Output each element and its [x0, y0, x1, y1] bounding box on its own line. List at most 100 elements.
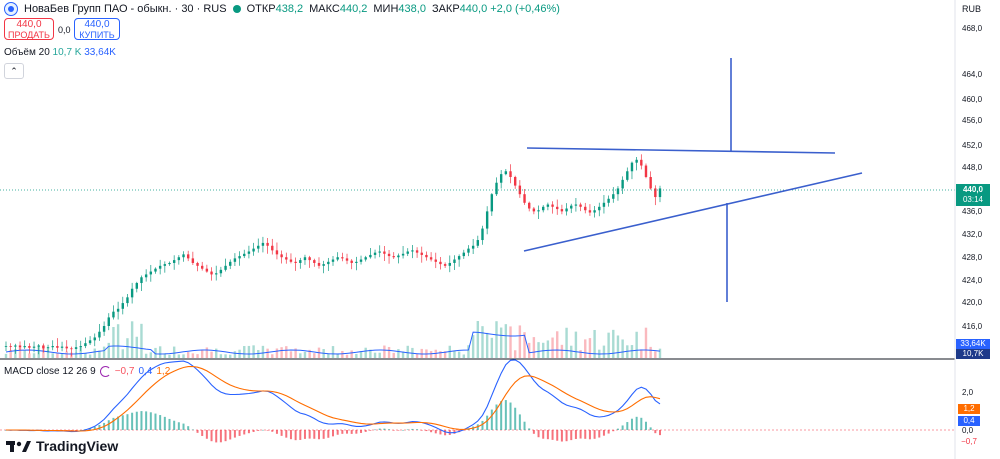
volume-bar [383, 345, 386, 358]
macd-histogram-bar [616, 428, 619, 430]
candle-body [490, 194, 494, 212]
candle-body [177, 257, 181, 261]
candle-body [471, 245, 475, 249]
candle-body [560, 209, 564, 212]
volume-bar [359, 351, 363, 358]
candle-body [247, 251, 251, 254]
candle-body [640, 159, 643, 166]
candle-body [513, 177, 517, 186]
macd-histogram-bar [205, 430, 208, 439]
macd-histogram-bar [322, 430, 325, 439]
macd-axis-label-top: 2,0 [962, 388, 974, 397]
volume-bar [355, 353, 358, 358]
sell-button[interactable]: 440,0 ПРОДАТЬ [4, 18, 54, 40]
volume-bar [93, 348, 96, 358]
candle-body [84, 343, 87, 347]
support-line [523, 172, 863, 252]
candle-body [60, 346, 64, 348]
trend-drawings[interactable] [523, 58, 863, 302]
candle-body [219, 269, 223, 274]
macd-histogram-bar [462, 430, 465, 431]
tradingview-logo[interactable]: TradingView [6, 438, 118, 454]
candle-body [79, 346, 82, 348]
spread-value: 0,0 [58, 25, 71, 35]
macd-histogram-bar [154, 413, 157, 430]
macd-histogram-bar [532, 430, 535, 434]
volume-bar [341, 350, 344, 358]
candle-body [280, 254, 283, 258]
macd-legend[interactable]: MACD close 12 26 9 −0,7 0,4 1,2 [4, 366, 170, 377]
macd-histogram-bar [518, 414, 521, 430]
price-axis-label: 436,0 [962, 207, 983, 216]
candle-body [364, 257, 367, 260]
candle-body [345, 258, 349, 261]
symbol-title[interactable]: НоваБев Групп ПАО - обыкн. · 30 · RUS [24, 3, 227, 15]
volume-bar [219, 354, 223, 358]
volume-bar [640, 349, 643, 358]
macd-histogram-bar [112, 417, 115, 430]
volume-bar [294, 348, 297, 358]
tradingview-logo-icon [6, 441, 31, 452]
macd-histogram-bar [598, 430, 601, 438]
macd-histogram-bar [659, 430, 661, 436]
candle-body [65, 346, 68, 349]
volume-bar [644, 327, 648, 358]
macd-hist-tag: −0,7 [958, 437, 980, 447]
macd-histogram-bar [350, 430, 353, 434]
volume-bar [490, 337, 494, 358]
volume-bar [172, 346, 176, 358]
sell-label: ПРОДАТЬ [8, 30, 50, 40]
macd-histogram-bar [551, 430, 554, 440]
volume-bar [630, 345, 634, 358]
volume-bar [158, 346, 162, 358]
candle-body [191, 258, 195, 263]
volume-bar [658, 348, 662, 358]
volume-legend[interactable]: Объём 20 10,7 K 33,64K [4, 47, 116, 58]
macd-histogram-bar [93, 426, 96, 430]
macd-histogram-bar [177, 422, 180, 430]
currency-selector[interactable]: RUB [962, 4, 982, 14]
volume-bar [215, 348, 218, 358]
volume-bar [163, 353, 167, 358]
sell-price: 440,0 [16, 19, 42, 30]
price-axis-label: 420,0 [962, 298, 983, 307]
macd-histogram-bar [481, 420, 484, 430]
macd-histogram-bar [215, 430, 218, 443]
macd-histogram-bar [313, 430, 316, 439]
macd-histogram-bar [187, 426, 190, 430]
macd-histogram-bar [271, 430, 274, 432]
buy-button[interactable]: 440,0 КУПИТЬ [74, 18, 120, 40]
candle-body [23, 346, 26, 348]
macd-histogram-bar [280, 430, 283, 436]
volume-bar [205, 347, 209, 358]
volume-bar [387, 346, 391, 358]
candle-body [14, 345, 17, 347]
candle-body [369, 254, 372, 258]
macd-histogram-bar [607, 430, 610, 434]
volume-bar [140, 323, 143, 358]
bar-countdown: 03:14 [962, 195, 984, 204]
candle-body [70, 348, 73, 350]
candle-body [373, 252, 377, 255]
macd-histogram-bar [196, 430, 199, 433]
collapse-legend-button[interactable]: ⌃ [4, 63, 24, 79]
candle-body [163, 264, 167, 266]
volume-bar [560, 344, 564, 358]
volume-bar [186, 352, 190, 358]
candle-body [551, 204, 554, 207]
candle-body [392, 256, 395, 258]
volume-bar [271, 354, 274, 358]
candle-body [415, 250, 419, 253]
candle-body [37, 345, 40, 347]
candle-body [172, 260, 176, 263]
candle-body [579, 204, 582, 207]
volume-bar [88, 354, 92, 358]
candle-body [499, 174, 503, 183]
volume-bar [593, 329, 596, 358]
candle-body [51, 346, 54, 348]
candle-body [584, 206, 587, 211]
volume-bar [107, 342, 110, 358]
macd-histogram-bar [332, 430, 334, 437]
macd-histogram-bar [317, 430, 320, 440]
